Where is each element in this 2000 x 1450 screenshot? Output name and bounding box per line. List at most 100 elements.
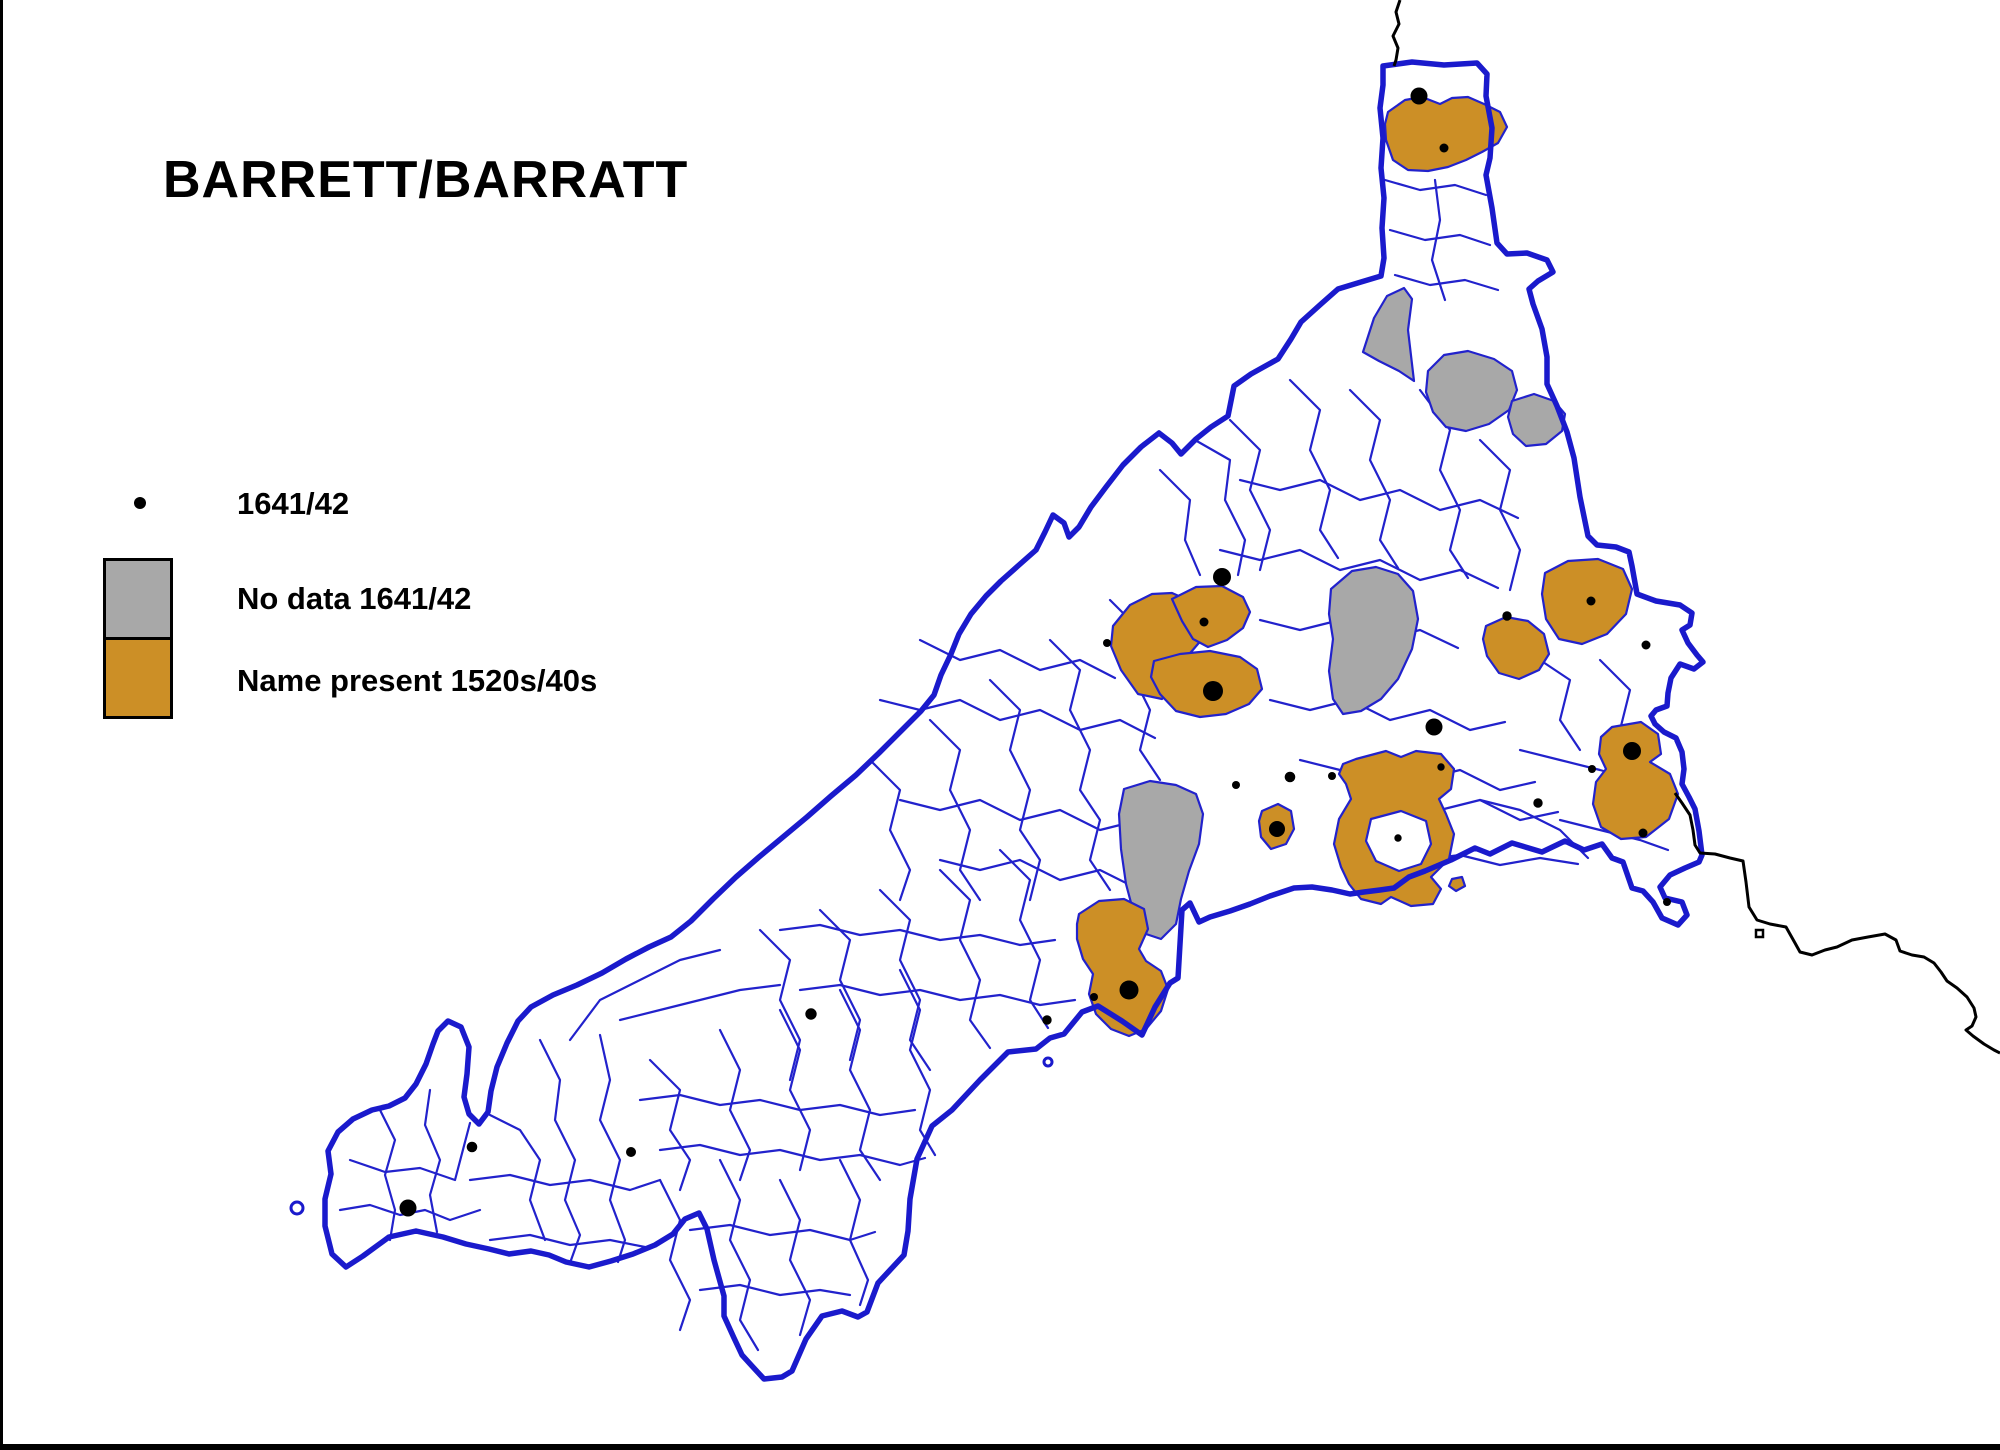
parish-boundary — [778, 923, 1057, 947]
parish-boundary — [488, 1233, 652, 1250]
parish-name-present — [1383, 95, 1509, 173]
presence-dot-small — [1439, 143, 1449, 153]
parish-boundary — [1048, 638, 1112, 892]
legend-label-name-present: Name present 1520s/40s — [237, 663, 598, 698]
parish-boundary — [988, 678, 1042, 902]
presence-dot-small — [1663, 898, 1671, 906]
parish-boundary — [998, 848, 1050, 1030]
parish-boundary — [378, 1108, 397, 1242]
parish-boundary — [1193, 438, 1247, 577]
presence-dot-small — [1284, 771, 1296, 783]
presence-dot-small — [1394, 834, 1402, 842]
presence-dot-small — [1090, 993, 1098, 1001]
parish-boundary — [1288, 378, 1340, 560]
coastal-islet — [1042, 1056, 1054, 1068]
presence-dot-small — [1641, 640, 1651, 650]
presence-dot-small — [1232, 781, 1240, 789]
parish-boundary — [618, 983, 782, 1022]
legend-swatch-no-data — [103, 558, 173, 640]
parish-boundary — [1158, 468, 1202, 577]
parish-boundary — [468, 1173, 662, 1192]
devon-border-north — [1391, 0, 1402, 67]
presence-dot-small — [1437, 763, 1445, 771]
presence-dot-large — [1623, 742, 1641, 760]
parish-boundary — [778, 1008, 812, 1172]
parish-boundary — [538, 1038, 582, 1265]
parish-boundary — [568, 948, 722, 1042]
legend-swatch-name-present — [103, 637, 173, 719]
parish-no-data — [1117, 779, 1205, 941]
parish-boundary — [928, 718, 982, 902]
parish-boundary — [868, 758, 912, 902]
parish-boundary — [1383, 178, 1488, 197]
parish-boundary — [1393, 273, 1500, 292]
parish-boundary — [598, 1033, 627, 1264]
parish-boundary — [1538, 658, 1582, 752]
presence-dot-small — [805, 1008, 817, 1020]
parish-boundary — [638, 1093, 917, 1117]
parish-boundary — [1238, 478, 1520, 520]
parish-boundary — [648, 1058, 692, 1192]
presence-dot-small — [1103, 639, 1111, 647]
parish-boundary — [658, 1178, 692, 1332]
parish-name-present — [1447, 875, 1467, 893]
presence-dot-large — [399, 1199, 417, 1217]
presence-dot-small — [1199, 617, 1209, 627]
presence-dot-large — [1269, 821, 1285, 837]
parish-boundary — [658, 1143, 927, 1167]
county-boundary — [322, 59, 1706, 1382]
parish-boundary — [778, 1178, 812, 1337]
parish-boundary — [423, 1088, 442, 1234]
parish-boundary — [938, 868, 992, 1050]
parish-name-present — [1591, 720, 1680, 841]
parish-name-present — [1075, 897, 1170, 1038]
presence-dot-small — [1586, 596, 1596, 606]
parish-no-data — [1506, 392, 1567, 448]
parish-boundary — [718, 1028, 752, 1182]
presence-dot-small — [1533, 798, 1543, 808]
parish-name-present — [1481, 615, 1551, 681]
presence-dot-large — [1410, 87, 1428, 105]
page-title: BARRETT/BARRATT — [163, 151, 689, 209]
parish-boundary — [798, 983, 1077, 1007]
county-landmass — [325, 62, 1703, 1379]
parish-boundary — [1228, 418, 1272, 572]
legend-label-1641: 1641/42 — [237, 486, 350, 521]
parish-boundary — [698, 1283, 852, 1297]
parish-boundary — [1218, 548, 1500, 590]
frame-left-border — [0, 0, 3, 1450]
frame-bottom-border — [0, 1444, 2000, 1450]
parish-boundary — [1348, 388, 1400, 570]
parish-boundary — [688, 1223, 877, 1242]
devon-coastline — [1673, 792, 2000, 1055]
coastal-islet — [289, 1200, 305, 1216]
parish-boundary — [1430, 178, 1447, 302]
presence-dot-large — [1213, 568, 1231, 586]
parish-name-present — [1170, 584, 1252, 649]
presence-dot-large — [1119, 980, 1139, 1000]
parish-boundary — [718, 1158, 760, 1352]
presence-dot-small — [466, 1141, 478, 1153]
presence-dot-small — [1042, 1015, 1052, 1025]
parish-boundary — [898, 968, 937, 1157]
legend-dot-symbol — [134, 497, 146, 509]
parish-boundary — [488, 1113, 547, 1242]
parish-boundary — [1268, 698, 1507, 732]
parish-boundary — [348, 1121, 472, 1182]
presence-dot-small — [1502, 611, 1512, 621]
presence-dot-small — [1638, 828, 1648, 838]
parish-no-data — [1327, 565, 1420, 716]
presence-dot-large — [1425, 718, 1443, 736]
presence-dot-small — [1588, 765, 1596, 773]
parish-boundary — [758, 928, 802, 1082]
parish-boundary — [918, 638, 1117, 680]
devon-islet — [1754, 928, 1765, 939]
parish-boundary — [1388, 228, 1492, 247]
parish-boundary — [878, 888, 932, 1072]
presence-dot-large — [1203, 681, 1223, 701]
legend-label-no-data: No data 1641/42 — [237, 581, 472, 616]
presence-dot-small — [1328, 772, 1336, 780]
parish-no-data — [1361, 286, 1416, 383]
